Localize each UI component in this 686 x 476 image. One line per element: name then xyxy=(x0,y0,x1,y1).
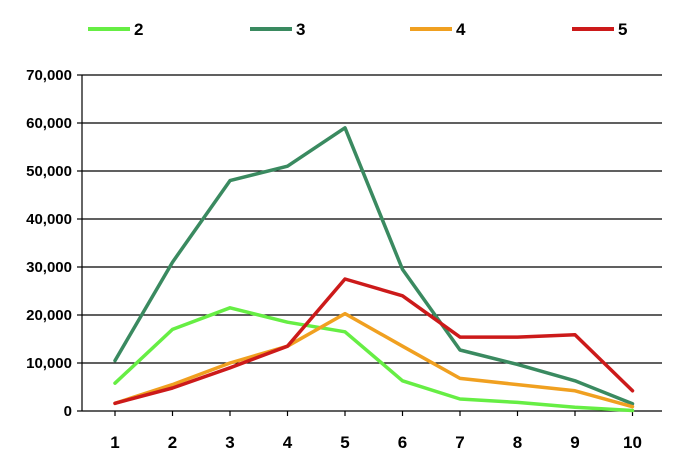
x-tick-label: 1 xyxy=(110,433,119,452)
legend: 2 3 4 5 xyxy=(88,20,627,39)
series-line-4 xyxy=(113,311,635,409)
x-tick-label: 3 xyxy=(225,433,234,452)
x-tick-label: 4 xyxy=(283,433,293,452)
series-lines xyxy=(113,126,635,413)
x-tick-label: 5 xyxy=(340,433,349,452)
series-line-5 xyxy=(113,277,635,406)
series-line-3 xyxy=(113,126,635,406)
legend-label-3: 3 xyxy=(296,20,305,39)
legend-label-5: 5 xyxy=(618,20,627,39)
y-tick-label: 20,000 xyxy=(26,307,72,324)
x-tick-label: 9 xyxy=(570,433,579,452)
y-tick-label: 10,000 xyxy=(26,355,72,372)
y-tick-label: 60,000 xyxy=(26,115,72,132)
series-line-2 xyxy=(113,306,635,413)
y-tick-label: 50,000 xyxy=(26,163,72,180)
x-tick-label: 7 xyxy=(455,433,464,452)
x-axis: 1 2 3 4 5 6 7 8 9 10 xyxy=(110,411,642,452)
grid xyxy=(82,74,662,412)
y-axis: 0 10,000 20,000 30,000 40,000 50,000 60,000 70,… xyxy=(26,67,83,420)
y-tick-label: 30,000 xyxy=(26,259,72,276)
y-tick-label: 0 xyxy=(64,403,72,420)
x-tick-label: 10 xyxy=(623,433,642,452)
x-tick-label: 8 xyxy=(513,433,522,452)
y-tick-label: 70,000 xyxy=(26,67,72,84)
x-tick-label: 2 xyxy=(168,433,177,452)
y-tick-label: 40,000 xyxy=(26,211,72,228)
legend-label-4: 4 xyxy=(456,20,466,39)
legend-label-2: 2 xyxy=(134,20,143,39)
x-tick-label: 6 xyxy=(398,433,407,452)
